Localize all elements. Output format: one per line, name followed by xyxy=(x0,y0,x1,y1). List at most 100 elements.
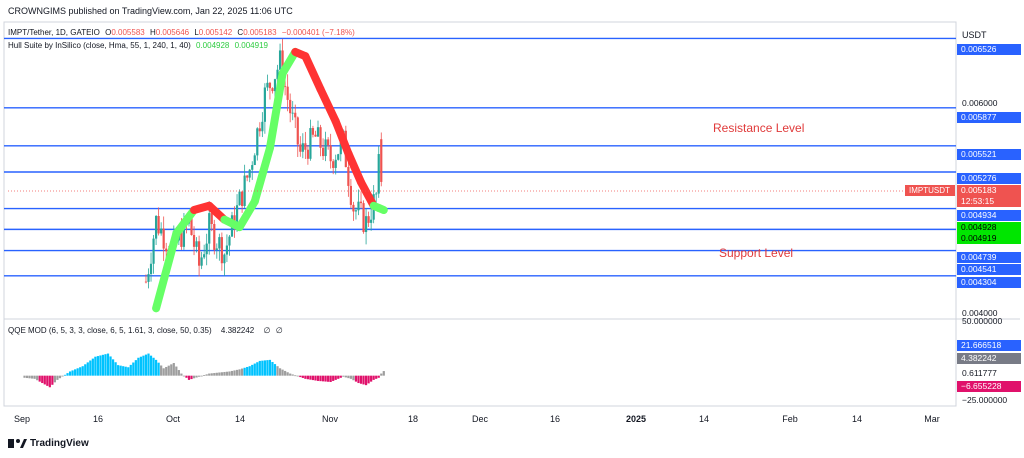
candle-body-22 xyxy=(200,257,203,266)
qqe-bar-74 xyxy=(210,373,213,376)
qqe-bar-128 xyxy=(347,375,350,379)
qqe-bar-86 xyxy=(241,368,244,376)
qqe-bar-95 xyxy=(263,360,266,376)
candle-body-26 xyxy=(210,213,213,224)
time-label-2: Oct xyxy=(165,414,181,424)
price-label-1: 0.006000 xyxy=(962,98,998,108)
qqe-bar-31 xyxy=(101,354,105,376)
qqe-bar-57 xyxy=(167,365,170,376)
qqe-bar-141 xyxy=(380,373,383,376)
price-tag-11: 0.004304 xyxy=(957,277,1021,288)
qqe-bar-56 xyxy=(165,366,168,376)
symbol-price-tag: IMPTUSDT xyxy=(905,185,955,196)
qqe-bar-111 xyxy=(304,375,307,379)
qqe-bar-66 xyxy=(190,375,193,380)
symbol-legend[interactable]: IMPT/Tether, 1D, GATEIO O0.005583 H0.005… xyxy=(8,28,358,37)
qqe-bar-16 xyxy=(63,374,67,376)
candle-body-80 xyxy=(347,167,350,186)
qqe-bar-101 xyxy=(278,368,282,376)
price-tag-4: 0.005276 xyxy=(957,173,1021,184)
qqe-bar-77 xyxy=(218,372,221,376)
qqe-bar-94 xyxy=(261,360,264,376)
candle-body-63 xyxy=(304,143,307,150)
qqe-bar-132 xyxy=(357,375,360,384)
qqe-bar-23 xyxy=(81,366,84,376)
qqe-bar-11 xyxy=(51,375,54,385)
qqe-bar-118 xyxy=(321,375,325,382)
price-tag-6: 0.004934 xyxy=(957,210,1021,221)
qqe-bar-114 xyxy=(311,375,315,381)
qqe-bar-85 xyxy=(238,369,241,376)
currency-label[interactable]: USDT xyxy=(962,30,987,40)
qqe-bar-116 xyxy=(316,375,320,381)
candle-body-86 xyxy=(362,203,365,233)
qqe-bar-52 xyxy=(154,359,158,376)
qqe-bar-103 xyxy=(284,370,287,376)
qqe-bar-63 xyxy=(182,375,186,377)
time-label-7: 16 xyxy=(549,414,561,424)
qqe-bar-90 xyxy=(251,364,254,376)
qqe-bar-117 xyxy=(319,375,322,382)
qqe-bar-14 xyxy=(58,375,62,379)
candle-body-71 xyxy=(324,139,327,157)
time-label-1: 16 xyxy=(92,414,104,424)
qqe-bar-115 xyxy=(314,375,317,381)
candle-body-60 xyxy=(296,117,299,145)
hull-legend[interactable]: Hull Suite by InSilico (close, Hma, 55, … xyxy=(8,41,271,50)
last-price-tag: 0.005183 xyxy=(957,185,1021,196)
candle-body-69 xyxy=(319,127,322,148)
close-value: 0.005183 xyxy=(243,28,277,37)
qqe-bar-75 xyxy=(213,373,216,376)
qqe-bar-61 xyxy=(177,370,180,376)
candle-body-84 xyxy=(357,201,360,211)
candle-body-3 xyxy=(152,238,155,264)
qqe-axis-label-5: −25.000000 xyxy=(962,395,1008,405)
resistance-annotation: Resistance Level xyxy=(713,121,805,135)
candle-body-24 xyxy=(205,243,208,255)
qqe-bar-58 xyxy=(170,364,173,376)
qqe-bar-32 xyxy=(104,354,107,376)
qqe-bar-9 xyxy=(46,375,49,386)
candle-body-27 xyxy=(213,223,216,250)
qqe-bar-70 xyxy=(200,375,203,377)
countdown-tag: 12:53:15 xyxy=(957,196,1021,207)
qqe-bar-135 xyxy=(364,375,368,386)
hull-suite-band xyxy=(152,47,388,313)
candle-body-38 xyxy=(241,191,244,206)
time-label-10: Feb xyxy=(782,414,798,424)
qqe-bar-81 xyxy=(228,371,231,376)
time-label-3: 14 xyxy=(234,414,246,424)
qqe-bar-100 xyxy=(276,366,279,376)
symbol-info: IMPT/Tether, 1D, GATEIO xyxy=(8,28,100,37)
qqe-bar-104 xyxy=(286,372,289,376)
qqe-bar-129 xyxy=(349,375,352,379)
open-label: O xyxy=(105,28,112,37)
time-label-4: Nov xyxy=(321,414,339,424)
candle-body-31 xyxy=(223,254,226,264)
candle-body-87 xyxy=(364,216,368,233)
candle-body-55 xyxy=(284,85,287,87)
support-annotation: Support Level xyxy=(719,246,794,260)
candle-body-51 xyxy=(273,79,277,92)
qqe-axis-label-3: 0.611777 xyxy=(962,368,997,378)
qqe-bar-108 xyxy=(296,375,299,377)
candle-body-46 xyxy=(261,121,264,132)
qqe-bar-76 xyxy=(215,372,218,376)
candle-body-4 xyxy=(154,216,158,239)
qqe-bar-48 xyxy=(144,354,148,376)
qqe-bar-89 xyxy=(248,366,251,376)
candle-body-20 xyxy=(195,241,198,247)
price-tag-3: 0.005521 xyxy=(957,149,1021,160)
qqe-name: QQE MOD (6, 5, 3, 3, close, 6, 5, 1.61, … xyxy=(8,326,212,335)
qqe-bar-40 xyxy=(124,366,127,376)
candle-body-57 xyxy=(289,99,292,114)
qqe-legend[interactable]: QQE MOD (6, 5, 3, 3, close, 6, 5, 1.61, … xyxy=(8,326,286,335)
candle-body-58 xyxy=(291,112,294,114)
candle-body-91 xyxy=(375,193,378,195)
qqe-bar-80 xyxy=(225,371,229,376)
qqe-bar-124 xyxy=(337,375,340,379)
qqe-bar-139 xyxy=(375,375,378,379)
qqe-bar-91 xyxy=(253,363,256,376)
low-value: 0.005142 xyxy=(198,28,233,37)
